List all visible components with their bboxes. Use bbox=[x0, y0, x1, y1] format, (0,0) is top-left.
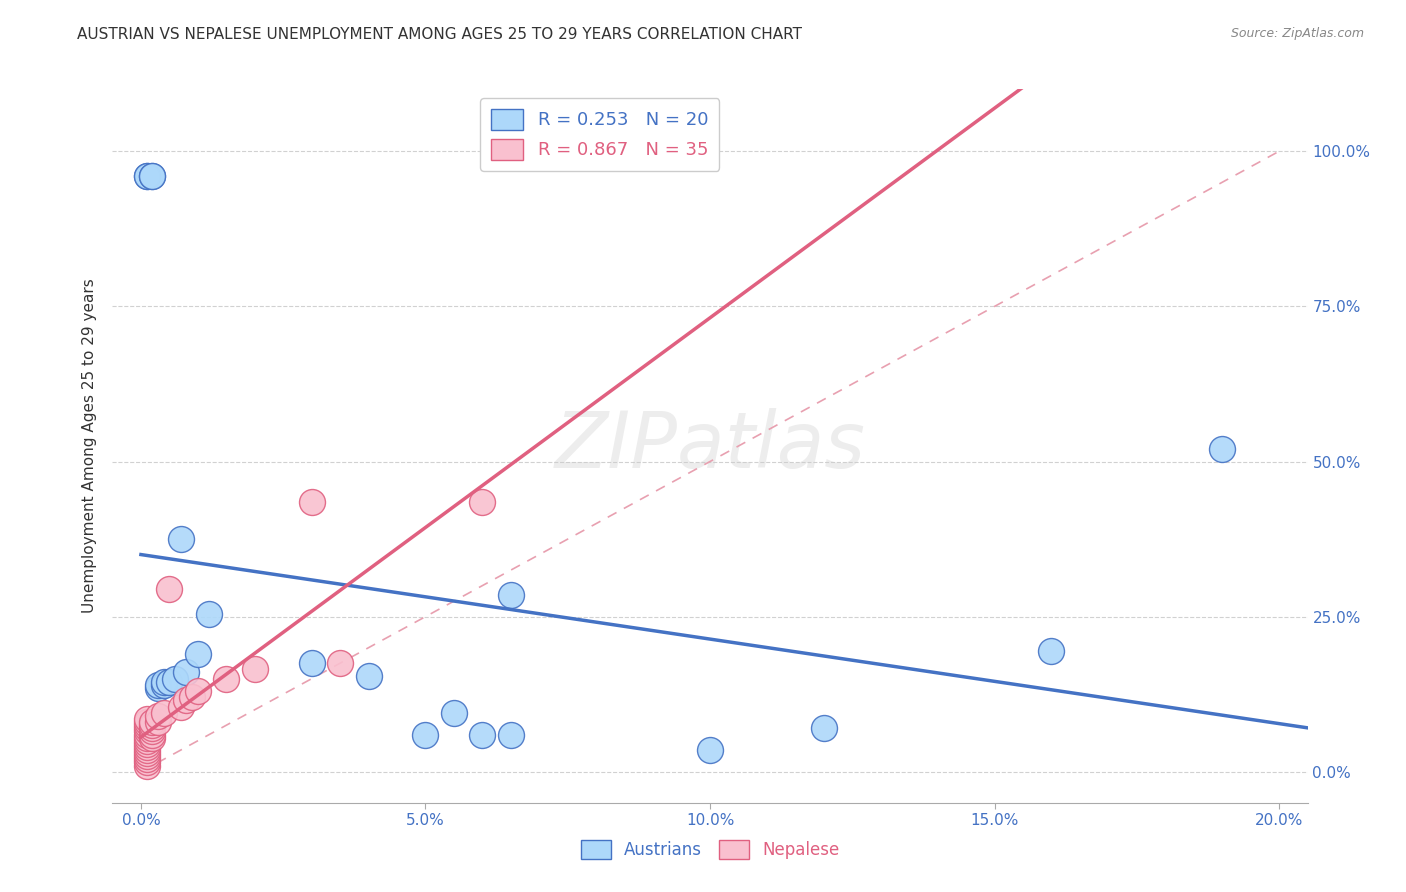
Point bbox=[157, 674, 180, 689]
Point bbox=[135, 169, 157, 183]
Point bbox=[135, 739, 157, 754]
Point bbox=[135, 758, 157, 772]
Text: ZIPatlas: ZIPatlas bbox=[554, 408, 866, 484]
Point bbox=[135, 718, 157, 732]
Point bbox=[135, 746, 157, 760]
Point bbox=[135, 752, 157, 766]
Point bbox=[135, 733, 157, 747]
Point bbox=[165, 672, 187, 686]
Legend: Austrians, Nepalese: Austrians, Nepalese bbox=[574, 833, 846, 866]
Point bbox=[141, 722, 163, 736]
Point bbox=[146, 715, 169, 730]
Point bbox=[499, 727, 522, 741]
Point bbox=[146, 709, 169, 723]
Point bbox=[146, 681, 169, 695]
Point bbox=[415, 727, 437, 741]
Point bbox=[329, 656, 352, 670]
Point bbox=[499, 588, 522, 602]
Point bbox=[141, 727, 163, 741]
Point bbox=[152, 674, 174, 689]
Point bbox=[215, 672, 238, 686]
Point bbox=[135, 722, 157, 736]
Point bbox=[135, 737, 157, 751]
Point bbox=[176, 693, 198, 707]
Point bbox=[141, 724, 163, 739]
Point bbox=[141, 169, 163, 183]
Point bbox=[813, 722, 835, 736]
Point bbox=[301, 656, 323, 670]
Point bbox=[187, 684, 209, 698]
Point bbox=[135, 724, 157, 739]
Point bbox=[699, 743, 721, 757]
Point bbox=[152, 678, 174, 692]
Point bbox=[135, 727, 157, 741]
Point bbox=[443, 706, 465, 720]
Point bbox=[141, 718, 163, 732]
Point bbox=[141, 169, 163, 183]
Point bbox=[1040, 644, 1063, 658]
Point bbox=[141, 715, 163, 730]
Text: Source: ZipAtlas.com: Source: ZipAtlas.com bbox=[1230, 27, 1364, 40]
Point bbox=[152, 706, 174, 720]
Point bbox=[301, 495, 323, 509]
Point bbox=[146, 678, 169, 692]
Point bbox=[176, 665, 198, 680]
Point bbox=[471, 495, 494, 509]
Point bbox=[135, 749, 157, 764]
Point bbox=[357, 668, 380, 682]
Point bbox=[1211, 442, 1233, 456]
Point bbox=[135, 756, 157, 770]
Point bbox=[135, 169, 157, 183]
Y-axis label: Unemployment Among Ages 25 to 29 years: Unemployment Among Ages 25 to 29 years bbox=[82, 278, 97, 614]
Point bbox=[141, 731, 163, 745]
Point bbox=[243, 662, 266, 676]
Text: AUSTRIAN VS NEPALESE UNEMPLOYMENT AMONG AGES 25 TO 29 YEARS CORRELATION CHART: AUSTRIAN VS NEPALESE UNEMPLOYMENT AMONG … bbox=[77, 27, 803, 42]
Point bbox=[135, 743, 157, 757]
Point bbox=[135, 715, 157, 730]
Point bbox=[157, 582, 180, 596]
Point bbox=[135, 731, 157, 745]
Point bbox=[170, 699, 193, 714]
Point bbox=[471, 727, 494, 741]
Point bbox=[135, 712, 157, 726]
Point bbox=[181, 690, 204, 705]
Point bbox=[198, 607, 221, 621]
Point bbox=[170, 532, 193, 546]
Point bbox=[187, 647, 209, 661]
